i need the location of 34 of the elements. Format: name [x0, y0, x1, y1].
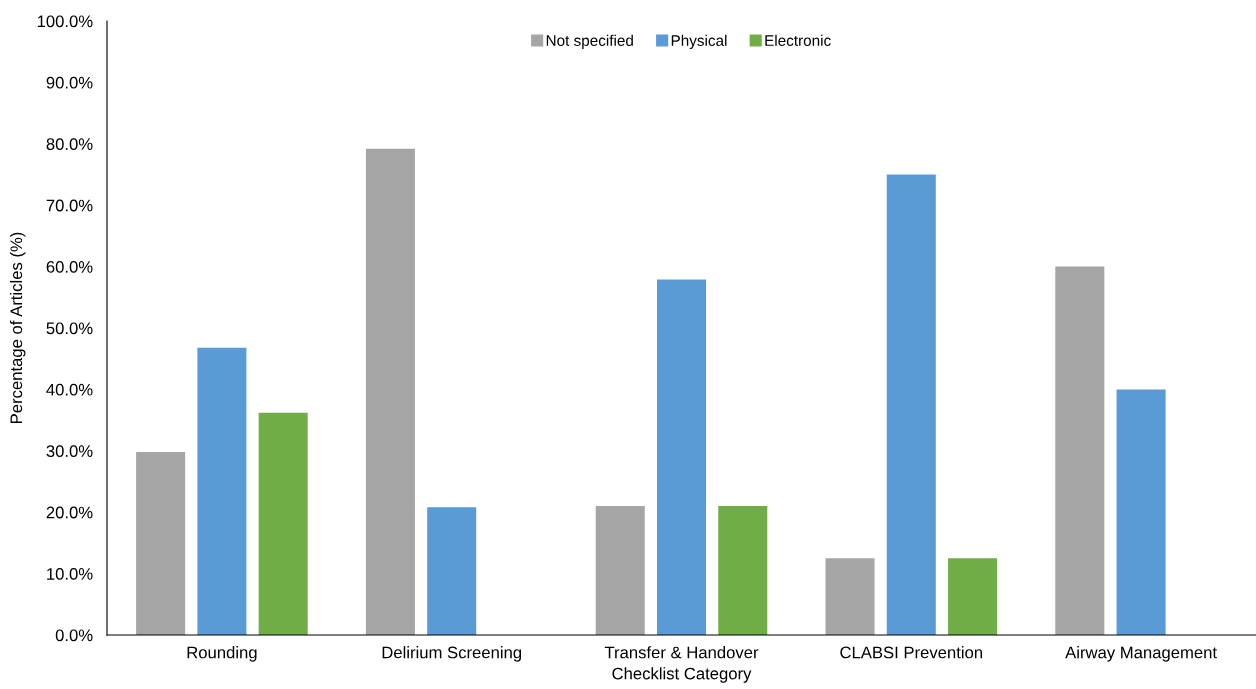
legend-label: Not specified [546, 34, 633, 49]
y-tick-label: 30.0% [46, 445, 93, 457]
legend-label: Physical [671, 34, 727, 49]
bar [258, 412, 308, 635]
y-axis-title: Percentage of Articles (%) [9, 232, 26, 423]
x-tick-label: Delirium Screening [382, 646, 522, 662]
y-tick-label: 90.0% [46, 76, 93, 89]
bar [365, 148, 415, 635]
bar [197, 347, 247, 635]
bar [136, 452, 186, 635]
x-tick-label: Airway Management [1065, 646, 1217, 662]
bar [1055, 266, 1105, 635]
bar [825, 558, 875, 635]
legend-label: Electronic [765, 34, 831, 46]
y-tick-label: 100.0% [37, 15, 93, 28]
y-tick-label: 80.0% [46, 138, 93, 150]
y-tick-label: 10.0% [47, 568, 93, 580]
x-axis-title: Checklist Category [612, 667, 752, 683]
bar [886, 174, 936, 635]
y-tick-label: 70.0% [46, 199, 93, 212]
y-tick-label: 40.0% [46, 383, 93, 396]
y-tick-label: 0.0% [55, 629, 93, 642]
x-tick-label: CLABSI Prevention [840, 646, 983, 659]
y-tick-label: 50.0% [46, 322, 93, 335]
bar [656, 279, 707, 635]
bar [948, 558, 998, 635]
x-tick-label: Transfer & Handover [604, 646, 759, 659]
x-tick-label: Rounding [187, 646, 257, 662]
bar [718, 506, 768, 635]
bar [427, 507, 477, 635]
y-tick-label: 20.0% [46, 506, 93, 519]
bar [595, 506, 645, 635]
bar [1116, 389, 1166, 635]
y-tick-label: 60.0% [46, 261, 93, 273]
